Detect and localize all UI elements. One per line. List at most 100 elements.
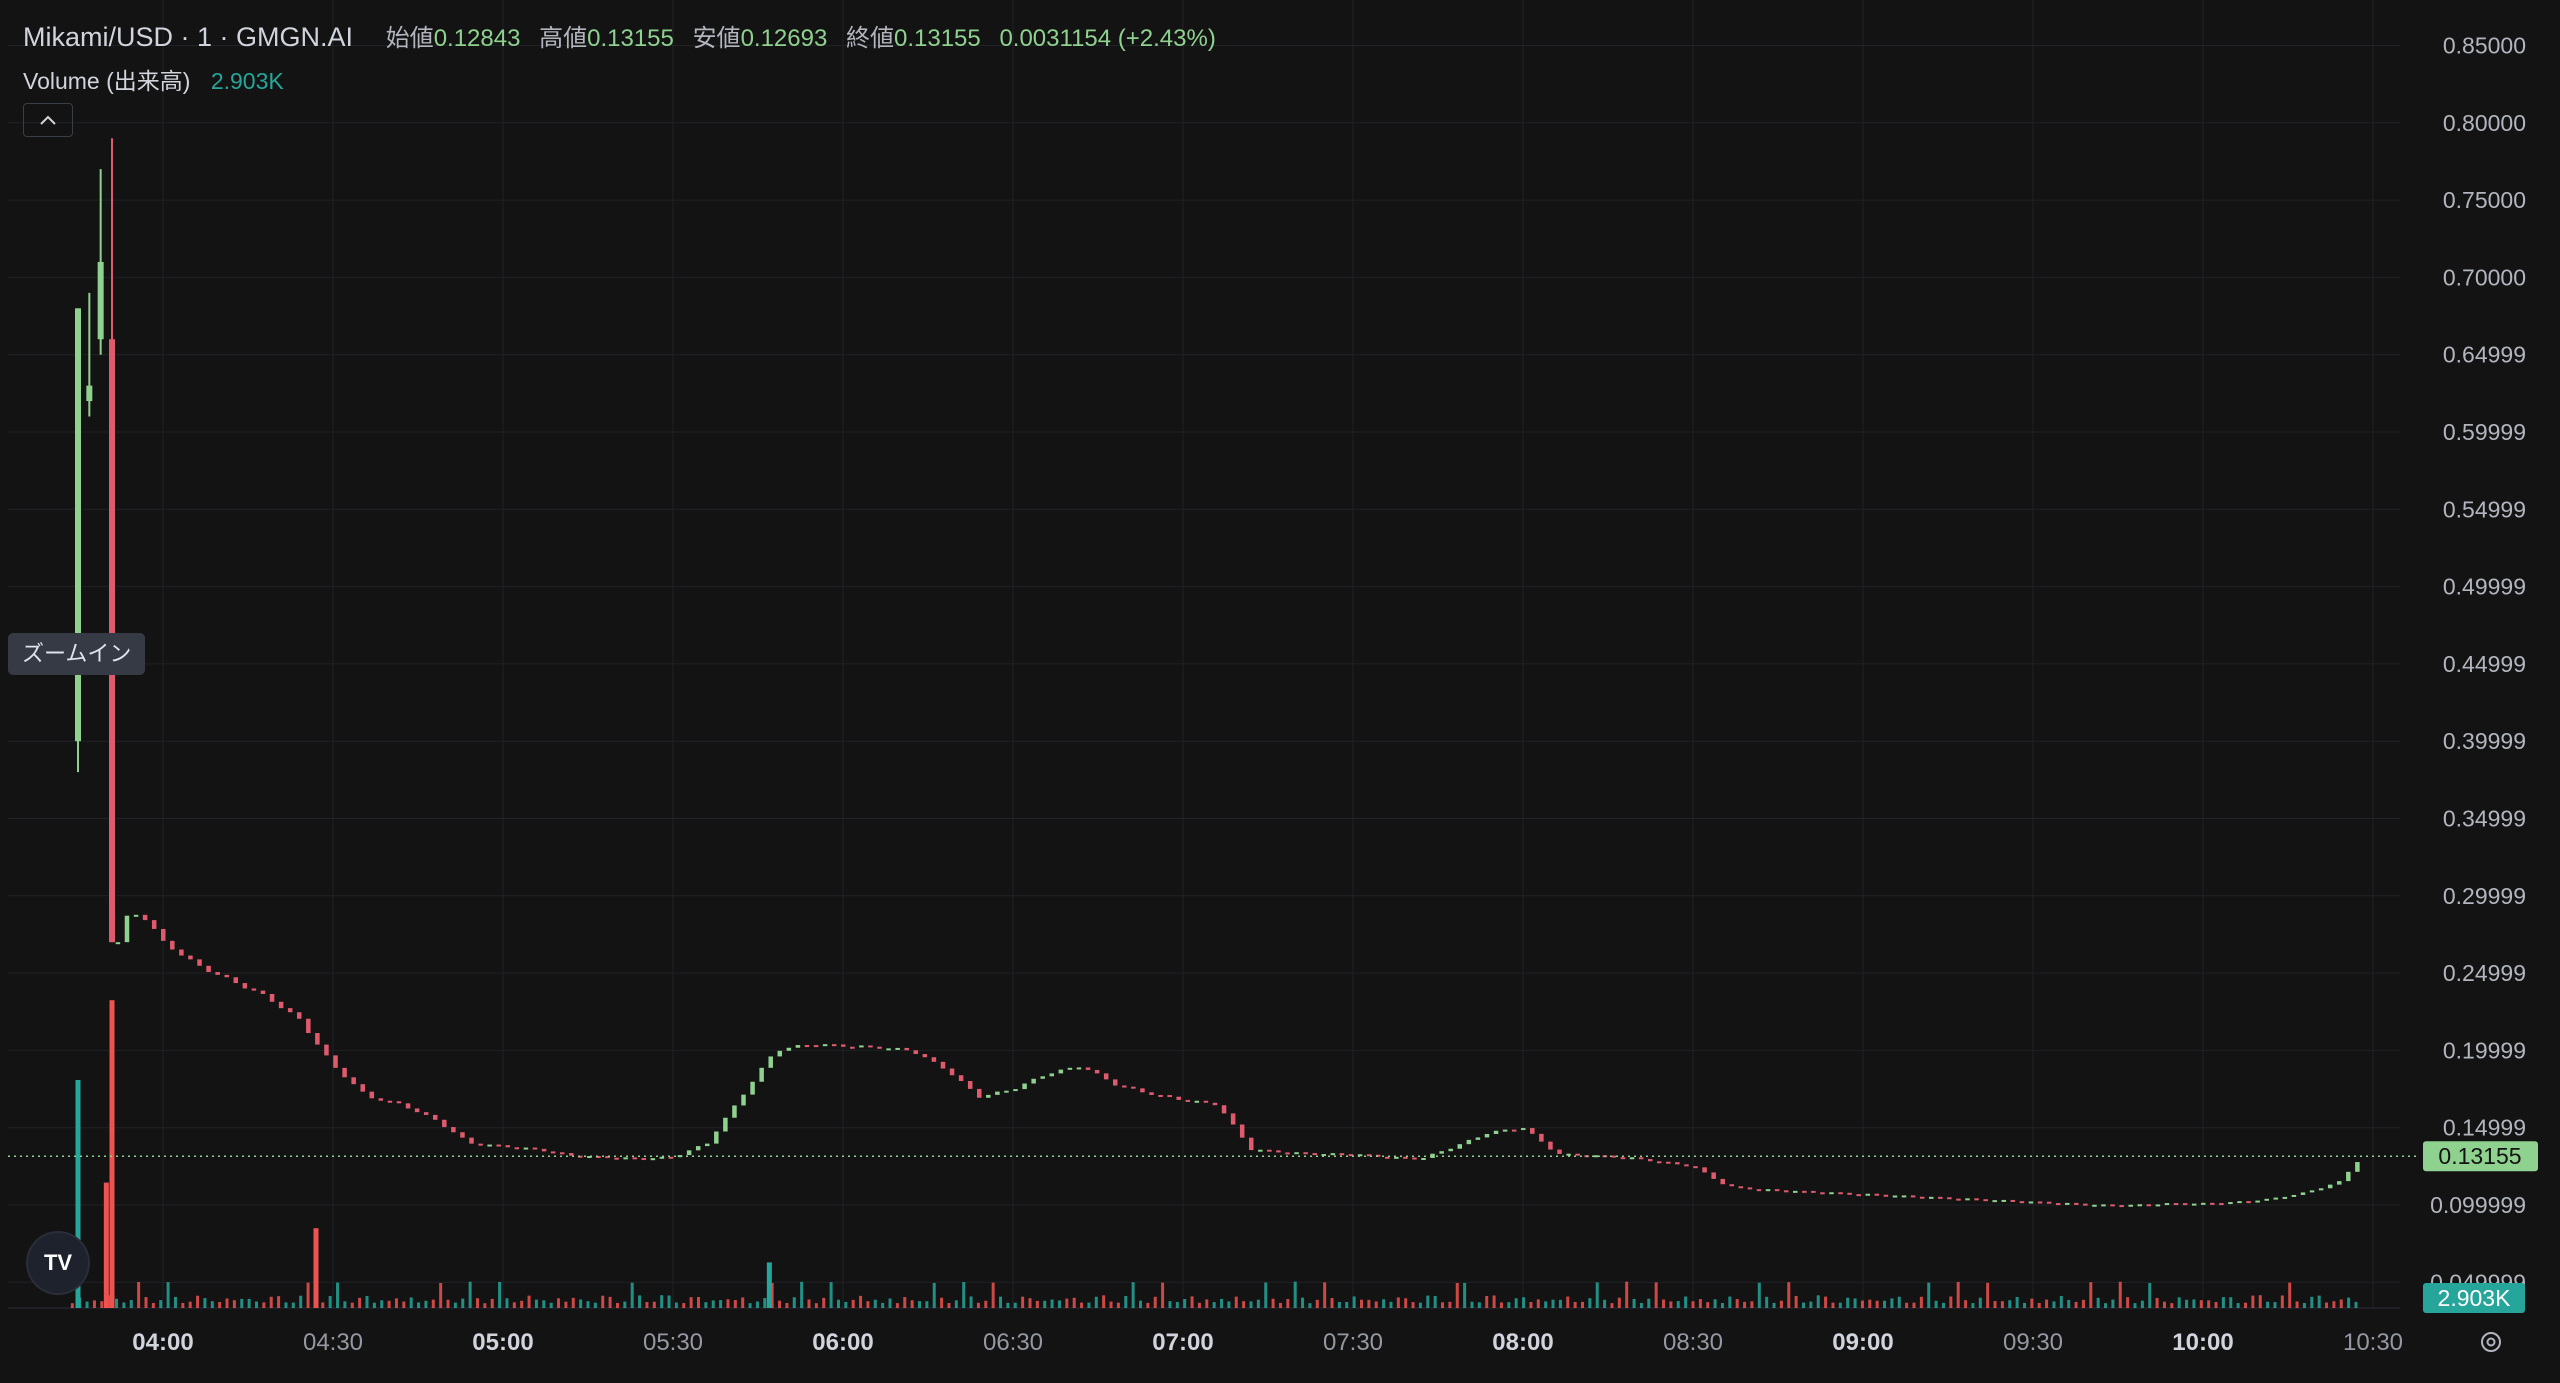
volume-bar — [2199, 1300, 2203, 1308]
y-tick-label: 0.29999 — [2443, 883, 2526, 909]
candle — [1258, 1149, 1263, 1152]
volume-bar — [512, 1302, 516, 1308]
volume-bar — [2288, 1282, 2292, 1308]
volume-bar — [461, 1298, 465, 1308]
y-tick-label: 0.099999 — [2430, 1192, 2526, 1218]
x-tick-label: 07:00 — [1152, 1329, 1213, 1356]
volume-label[interactable]: Volume (出来高) — [23, 68, 191, 94]
volume-bar — [1875, 1300, 1879, 1308]
candle — [1811, 1190, 1816, 1193]
volume-bar — [1809, 1301, 1813, 1308]
candle — [179, 949, 184, 956]
volume-bar — [468, 1281, 472, 1308]
candle — [623, 1157, 628, 1160]
volume-bar — [2096, 1297, 2100, 1308]
price-axis[interactable]: 0.85000 0.80000 0.75000 0.70000 0.64999 0.599… — [2430, 33, 2526, 1296]
candle — [1856, 1194, 1861, 1197]
candle — [170, 940, 175, 950]
volume-bar — [1087, 1302, 1091, 1308]
volume-bar — [2111, 1299, 2115, 1308]
volume-bar — [571, 1297, 575, 1308]
candle — [850, 1046, 855, 1049]
volume-bar — [814, 1303, 818, 1308]
candle — [2037, 1201, 2043, 1204]
candle — [1675, 1162, 1680, 1165]
candle — [2065, 1202, 2070, 1205]
symbol-title[interactable]: Mikami/USD · 1 · GMGN.AI — [23, 22, 354, 52]
volume-bar — [1102, 1295, 1106, 1308]
candle — [1620, 1157, 1626, 1160]
volume-bar — [129, 1299, 133, 1308]
candle — [1593, 1155, 1599, 1158]
volume-bar — [1212, 1302, 1216, 1308]
candle — [1149, 1092, 1154, 1095]
volume-bar — [262, 1302, 266, 1308]
candle — [532, 1147, 538, 1150]
candle — [2001, 1199, 2007, 1202]
volume-bar — [770, 1283, 774, 1308]
high-value: 0.13155 — [587, 25, 674, 52]
volume-bar — [1941, 1302, 1945, 1308]
volume-bar — [1588, 1298, 1592, 1308]
candle — [1276, 1150, 1281, 1153]
candle — [904, 1047, 909, 1051]
tradingview-logo-icon[interactable]: TV — [28, 1233, 88, 1293]
candle — [278, 1001, 284, 1009]
volume-bar — [1470, 1301, 1474, 1308]
volume-bar — [1404, 1298, 1408, 1308]
candle — [1076, 1067, 1082, 1070]
time-axis[interactable]: 04:00 04:30 05:00 05:30 06:00 06:30 07:00 07:30… — [132, 1329, 2403, 1356]
volume-bar — [1632, 1298, 1636, 1308]
volume-bar — [1912, 1302, 1916, 1308]
candle — [1403, 1156, 1408, 1159]
volume-bar — [660, 1295, 664, 1308]
volume-bar — [888, 1298, 892, 1308]
candle — [741, 1094, 746, 1106]
volume-bar — [1816, 1295, 1820, 1308]
volume-bar — [439, 1282, 443, 1308]
candle — [1493, 1130, 1499, 1134]
candle — [124, 915, 130, 943]
volume-bar — [1838, 1302, 1842, 1308]
volume-bar — [365, 1295, 369, 1308]
volume-bar — [409, 1297, 413, 1308]
volume-value: 2.903K — [210, 68, 284, 94]
candle — [1820, 1192, 1825, 1195]
candle — [2010, 1199, 2016, 1202]
candle — [804, 1045, 810, 1048]
candle — [86, 385, 93, 402]
candle — [2228, 1202, 2233, 1205]
volume-bar — [505, 1298, 509, 1308]
candle — [723, 1117, 728, 1132]
candle — [1910, 1195, 1916, 1198]
volume-bar — [2354, 1301, 2358, 1308]
volume-bar — [991, 1282, 995, 1308]
volume-bar — [940, 1297, 944, 1308]
close-value: 0.13155 — [894, 25, 981, 52]
volume-bar — [520, 1300, 524, 1308]
candle — [523, 1147, 529, 1150]
candle — [487, 1144, 492, 1147]
candle — [1793, 1190, 1798, 1193]
candle — [2237, 1201, 2242, 1204]
candle — [2355, 1162, 2360, 1172]
candle — [650, 1158, 656, 1161]
candle — [732, 1105, 737, 1118]
candle — [1929, 1196, 1934, 1199]
volume-bar — [903, 1297, 907, 1308]
volume-bar — [1477, 1302, 1481, 1308]
volume-bar — [1448, 1301, 1452, 1308]
candle — [641, 1158, 647, 1161]
volume-bar — [2162, 1301, 2166, 1308]
volume-bar — [667, 1295, 671, 1308]
gear-icon[interactable] — [2476, 1327, 2506, 1357]
last-price-badge: 0.13155 — [2423, 1141, 2538, 1172]
volume-bar — [623, 1301, 627, 1308]
collapse-legend-button[interactable] — [23, 103, 73, 137]
candle — [2028, 1201, 2034, 1204]
candle — [2101, 1204, 2106, 1207]
volume-bar — [984, 1300, 988, 1308]
candle — [1058, 1069, 1064, 1074]
candle — [2164, 1203, 2170, 1206]
